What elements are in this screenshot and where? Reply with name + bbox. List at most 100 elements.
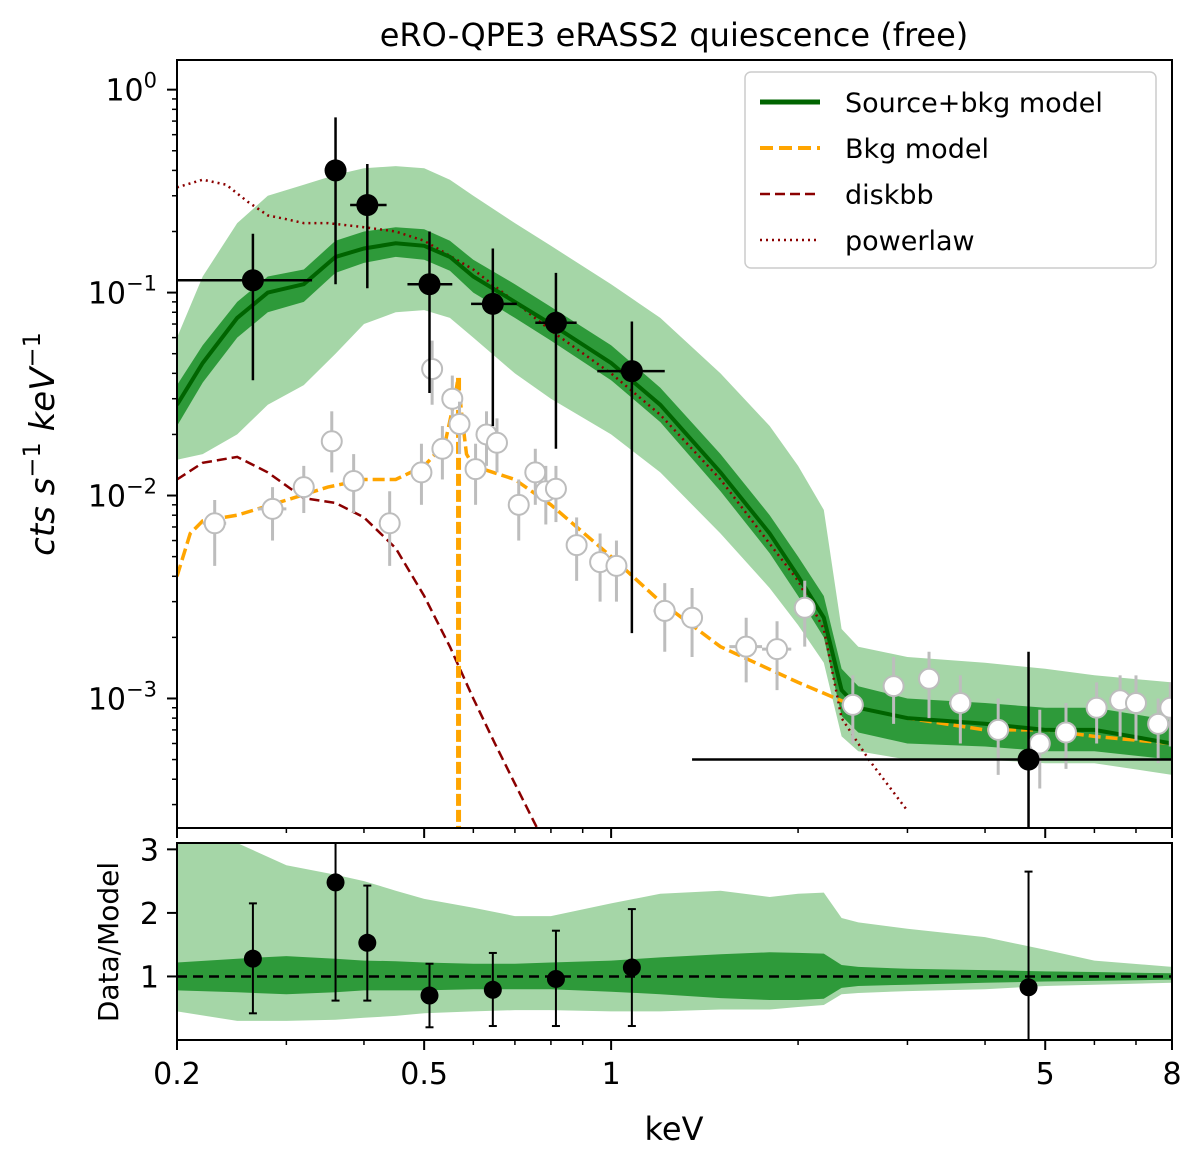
ratio-data-point [358,884,377,1002]
bkg-data-point [507,479,530,541]
bkg-data-point [1054,702,1077,769]
spectrum-plot-frame [176,59,1173,829]
bkg-data-point [882,657,905,724]
source-data-points [177,117,1172,828]
source-data-point [324,117,347,285]
source-data-point [407,231,453,394]
source-point-marker [1017,748,1040,771]
source-point-marker [481,292,504,315]
source-point-marker [620,360,643,383]
bkg-point-marker [1159,696,1172,719]
ratio-plot-frame [176,842,1173,1041]
bkg-data-point [431,426,454,480]
model-band-outer [177,166,1172,775]
legend-label-powerlaw: powerlaw [845,226,975,257]
bkg-data-point [292,465,315,514]
bkg-data-point [464,443,487,505]
bkg-point-marker [448,413,471,436]
bkg-data-point [441,375,464,431]
chart-title: eRO-QPE3 eRASS2 quiescence (free) [380,16,969,54]
ratio-y-tick-label: 2 [140,897,159,932]
ratio-data-point [420,962,439,1029]
ratio-data-point [1019,870,1038,1040]
ratio-data-point [483,951,502,1028]
bkg-point-marker [485,431,508,454]
bkg-data-point [762,621,792,691]
legend-label-diskbb: diskbb [845,180,934,211]
bkg-point-marker [507,493,530,516]
y-tick-label: 10−2 [88,475,157,515]
bkg-data-point [421,340,444,405]
ratio-data-point [622,908,641,1028]
ratio-plot-area: 1 2 3 0.2 0.5 1 5 8 [140,833,1182,1092]
bkg-point-marker [949,691,972,714]
bkg-data-point [653,583,676,652]
x-axis-title: keV [645,1110,704,1148]
bkg-point-marker [292,476,315,499]
bkg-point-marker [735,635,758,658]
bkg-point-marker [565,534,588,557]
ratio-point-marker [546,969,565,988]
bkg-point-marker [421,358,444,381]
source-data-point [692,651,1172,828]
bkg-data-point [1085,682,1108,744]
bkg-data-points [202,340,1172,789]
bkg-point-marker [342,469,365,492]
bkg-point-marker [681,606,704,629]
ratio-point-marker [1019,978,1038,997]
source-data-point [177,233,313,381]
bkg-point-marker [441,387,464,410]
diskbb-curve [177,455,539,828]
bkg-point-marker [605,554,628,577]
legend-label-bkg-model: Bkg model [845,134,989,165]
ratio-uncertainty-bands [177,843,1172,1021]
bkg-data-point [257,487,287,541]
ratio-point-marker [483,980,502,999]
x-tick-label: 8 [1162,1057,1181,1092]
bkg-data-point [485,418,508,473]
legend-label-source-bkg-model: Source+bkg model [845,88,1103,119]
x-tick-label: 0.5 [400,1057,448,1092]
bkg-data-point [949,675,972,744]
bkg-data-point [448,401,471,455]
ratio-point-marker [358,933,377,952]
bkg-point-marker [1054,721,1077,744]
x-tick-labels: 0.2 0.5 1 5 8 [153,1057,1181,1092]
x-tick-label: 0.2 [153,1057,201,1092]
source-data-point [597,321,665,634]
spectrum-y-tick-labels: 100 10−1 10−2 10−3 [88,69,157,718]
ratio-y-tick-labels: 1 2 3 [140,833,159,995]
bkg-data-point [1109,675,1132,737]
legend: Source+bkg model Bkg model diskbb powerl… [744,71,1157,269]
bkg-point-marker [378,512,401,535]
bkg-point-marker [1085,696,1108,719]
source-point-marker [324,159,347,182]
bkg-point-marker [544,477,567,500]
bkg-data-point [605,540,628,602]
x-tick-label: 1 [602,1057,621,1092]
ratio-y-axis-title: Data/Model [92,862,125,1022]
bkg-point-marker [1147,712,1170,735]
y-tick-label: 10−3 [88,677,157,717]
bkg-data-point [1159,682,1172,747]
ratio-y-tick-label: 3 [140,833,159,868]
ratio-axis-ticks [167,848,1173,1050]
spectrum-y-axis-title: cts s−1 keV−1 [18,332,63,556]
bkg-data-point [410,443,433,505]
bkg-point-marker [464,458,487,481]
bkg-data-point [1028,709,1051,789]
bkg-data-point [524,448,547,505]
bkg-data-point [565,517,588,581]
bkg-point-marker [410,461,433,484]
bkg-point-marker [1124,691,1147,714]
ratio-point-marker [326,873,345,892]
ratio-point-marker [622,958,641,977]
ratio-y-tick-label: 1 [140,960,159,995]
bkg-data-point [918,651,941,719]
source-data-point [535,272,577,449]
source-point-marker [544,311,567,334]
bkg-point-marker [918,667,941,690]
bkg-point-marker [431,437,454,460]
ratio-data-point [326,843,345,1002]
